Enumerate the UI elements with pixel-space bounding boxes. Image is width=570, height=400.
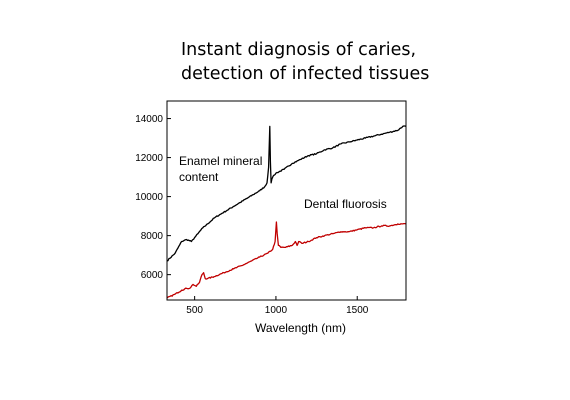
x-tick-label: 1000 <box>265 305 288 316</box>
y-tick-label: 8000 <box>141 231 164 242</box>
x-tick-label: 1500 <box>346 305 369 316</box>
slide-title-line-1: Instant diagnosis of caries, <box>181 40 417 60</box>
series-line-dental-fluorosis <box>166 221 407 299</box>
annotation-dental-fluorosis: Dental fluorosis <box>304 197 387 211</box>
annotation-enamel-line-1: Enamel mineral <box>179 154 262 168</box>
slide-title: Instant diagnosis of caries, detection o… <box>181 38 541 86</box>
annotation-enamel-line-2: content <box>179 170 219 184</box>
y-tick-label: 10000 <box>135 192 163 203</box>
axis-ticks: 500 1000 1500 6000 8000 10000 12000 14000 <box>135 114 369 316</box>
y-tick-label: 14000 <box>135 114 163 125</box>
y-tick-label: 6000 <box>141 270 164 281</box>
x-axis-label: Wavelength (nm) <box>255 321 346 335</box>
y-tick-label: 12000 <box>135 153 163 164</box>
slide-title-line-2: detection of infected tissues <box>181 64 430 84</box>
plot-frame <box>166 100 407 301</box>
series-line-enamel-mineral-content <box>166 125 407 262</box>
annotation-enamel-mineral-content: Enamel mineral content <box>179 154 266 184</box>
plot-area <box>166 125 407 299</box>
x-tick-label: 500 <box>186 305 203 316</box>
